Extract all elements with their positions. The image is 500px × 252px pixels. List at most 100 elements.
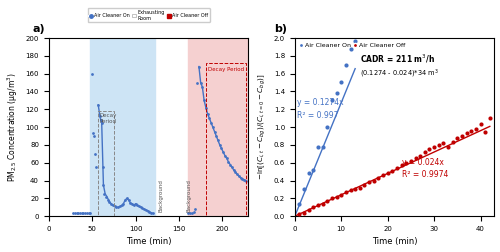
Point [138, 206, 146, 210]
Point [90, 152, 98, 156]
Point [398, 163, 406, 167]
Point [112, 205, 120, 209]
Point [421, 150, 429, 154]
Point [379, 173, 387, 177]
Point [104, 198, 112, 202]
Point [304, 208, 312, 212]
Point [384, 171, 392, 175]
Point [472, 127, 480, 131]
Point [206, 116, 214, 120]
Text: Background: Background [158, 179, 163, 212]
Point [76, 211, 84, 215]
Point [200, 98, 208, 102]
Point [130, 203, 138, 207]
Point [193, 81, 201, 85]
Point [94, 103, 102, 107]
Point [356, 186, 364, 190]
Point [219, 150, 227, 154]
Point [228, 165, 236, 169]
Point [83, 211, 91, 215]
Point [462, 131, 470, 135]
Point [235, 174, 243, 178]
Point [314, 203, 322, 207]
Point [96, 114, 104, 118]
Point [458, 134, 466, 138]
Text: y = 0.024x: y = 0.024x [402, 158, 444, 167]
Point [238, 177, 246, 181]
Point [318, 202, 326, 206]
Point [198, 85, 206, 89]
Bar [90, 38, 154, 216]
Point [118, 203, 126, 207]
Point [328, 196, 336, 200]
Bar [206, 63, 246, 216]
Point [135, 204, 143, 208]
Bar [98, 111, 114, 216]
Point [448, 140, 456, 144]
Point [71, 211, 79, 215]
Point [324, 199, 332, 203]
Point [81, 211, 89, 215]
Point [140, 207, 148, 211]
Point [100, 192, 108, 196]
Point [90, 134, 98, 138]
Point [393, 166, 401, 170]
Point [324, 125, 332, 129]
Point [230, 168, 237, 172]
Point [98, 121, 106, 125]
Point [296, 202, 304, 206]
Point [351, 187, 359, 192]
Point [110, 204, 118, 208]
Point [218, 146, 226, 150]
Point [300, 187, 308, 192]
Point [120, 202, 128, 206]
Text: R² = 0.997: R² = 0.997 [297, 111, 339, 120]
Point [142, 208, 150, 212]
Point [214, 138, 222, 142]
Point [233, 172, 241, 176]
Point [318, 145, 326, 149]
Point [186, 211, 194, 215]
Point [476, 122, 484, 127]
Point [481, 130, 489, 134]
Point [86, 211, 94, 215]
Point [184, 211, 192, 215]
X-axis label: Time (min): Time (min) [372, 237, 418, 246]
Point [190, 210, 198, 214]
Point [209, 125, 217, 129]
Point [304, 171, 312, 175]
Point [74, 211, 82, 215]
Point [69, 211, 77, 215]
Point [114, 205, 122, 209]
Point [374, 176, 382, 180]
Point [412, 156, 420, 160]
Point [210, 130, 218, 134]
Point [207, 121, 215, 125]
Point [92, 165, 100, 169]
Point [102, 195, 110, 199]
Text: R² = 0.9974: R² = 0.9974 [402, 170, 448, 179]
Point [337, 193, 345, 197]
Point [149, 211, 157, 215]
Point [370, 178, 378, 182]
Point [342, 63, 350, 67]
Point [337, 80, 345, 84]
Point [314, 145, 322, 149]
Point [107, 202, 115, 206]
Point [342, 190, 350, 194]
Point [242, 178, 250, 182]
Point [144, 209, 152, 213]
Text: b): b) [274, 24, 287, 34]
Point [328, 98, 336, 102]
Point [365, 180, 373, 184]
Point [89, 131, 97, 135]
Point [240, 178, 248, 182]
Point [221, 153, 229, 158]
Point [100, 183, 108, 187]
Point [346, 47, 354, 51]
Point [467, 129, 475, 133]
Point [440, 141, 448, 145]
Point [300, 211, 308, 215]
Point [444, 145, 452, 149]
Point [80, 211, 88, 215]
